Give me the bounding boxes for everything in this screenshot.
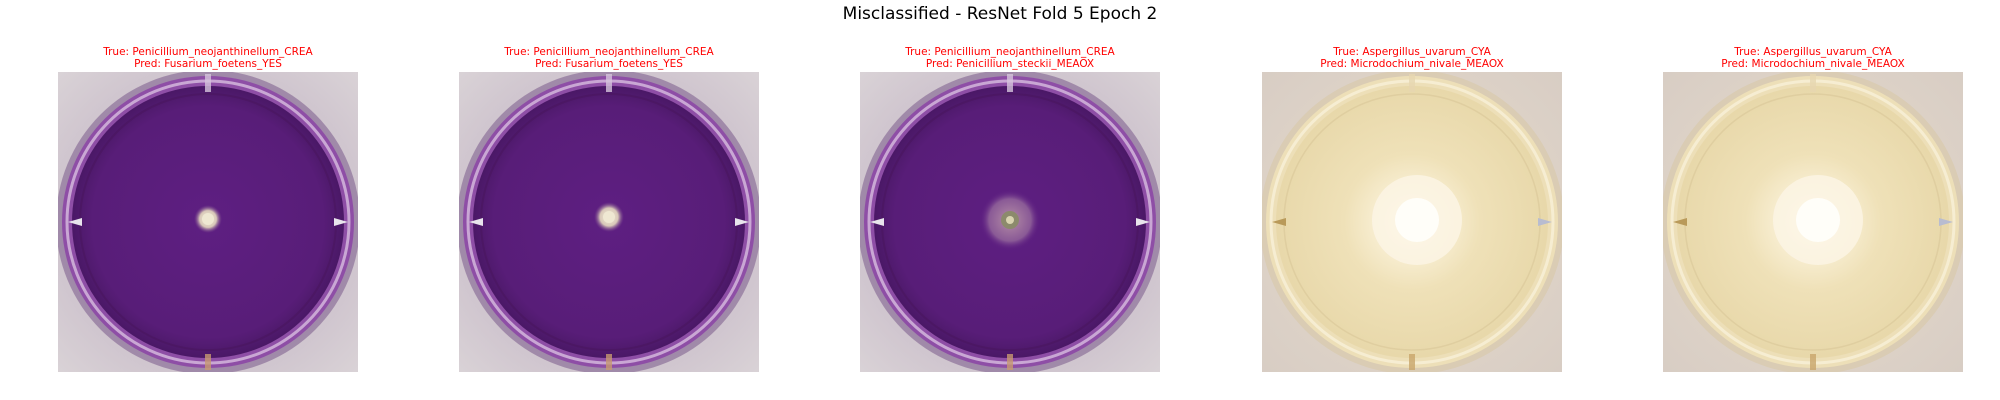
- true-label: True: Penicillium_neojanthinellum_CREA: [504, 46, 714, 58]
- pred-label: Pred: Microdochium_nivale_MEAOX: [1320, 58, 1504, 70]
- panel-2: True: Penicillium_neojanthinellum_CREA P…: [459, 46, 759, 372]
- panel-1: True: Penicillium_neojanthinellum_CREA P…: [58, 46, 358, 372]
- panel-caption: True: Penicillium_neojanthinellum_CREA P…: [58, 46, 358, 72]
- panel-caption: True: Penicillium_neojanthinellum_CREA P…: [459, 46, 759, 72]
- petri-dish-image: [58, 72, 358, 372]
- panel-5: True: Aspergillus_uvarum_CYA Pred: Micro…: [1663, 46, 1963, 372]
- pred-label: Pred: Microdochium_nivale_MEAOX: [1721, 58, 1905, 70]
- petri-dish-image: [1663, 72, 1963, 372]
- panel-caption: True: Aspergillus_uvarum_CYA Pred: Micro…: [1262, 46, 1562, 72]
- panel-caption: True: Penicillium_neojanthinellum_CREA P…: [860, 46, 1160, 72]
- pred-label: Pred: Fusarium_foetens_YES: [134, 58, 282, 70]
- panel-caption: True: Aspergillus_uvarum_CYA Pred: Micro…: [1663, 46, 1963, 72]
- petri-dish-image: [459, 72, 759, 372]
- pred-label: Pred: Penicillium_steckii_MEAOX: [925, 58, 1095, 70]
- petri-dish-image: [1262, 72, 1562, 372]
- true-label: True: Penicillium_neojanthinellum_CREA: [103, 46, 313, 58]
- true-label: True: Aspergillus_uvarum_CYA: [1333, 46, 1491, 58]
- pred-label: Pred: Fusarium_foetens_YES: [535, 58, 683, 70]
- panel-4: True: Aspergillus_uvarum_CYA Pred: Micro…: [1262, 46, 1562, 372]
- true-label: True: Aspergillus_uvarum_CYA: [1734, 46, 1892, 58]
- panel-3: True: Penicillium_neojanthinellum_CREA P…: [860, 46, 1160, 372]
- petri-dish-image: [860, 72, 1160, 372]
- figure-title: Misclassified - ResNet Fold 5 Epoch 2: [842, 4, 1158, 24]
- true-label: True: Penicillium_neojanthinellum_CREA: [905, 46, 1115, 58]
